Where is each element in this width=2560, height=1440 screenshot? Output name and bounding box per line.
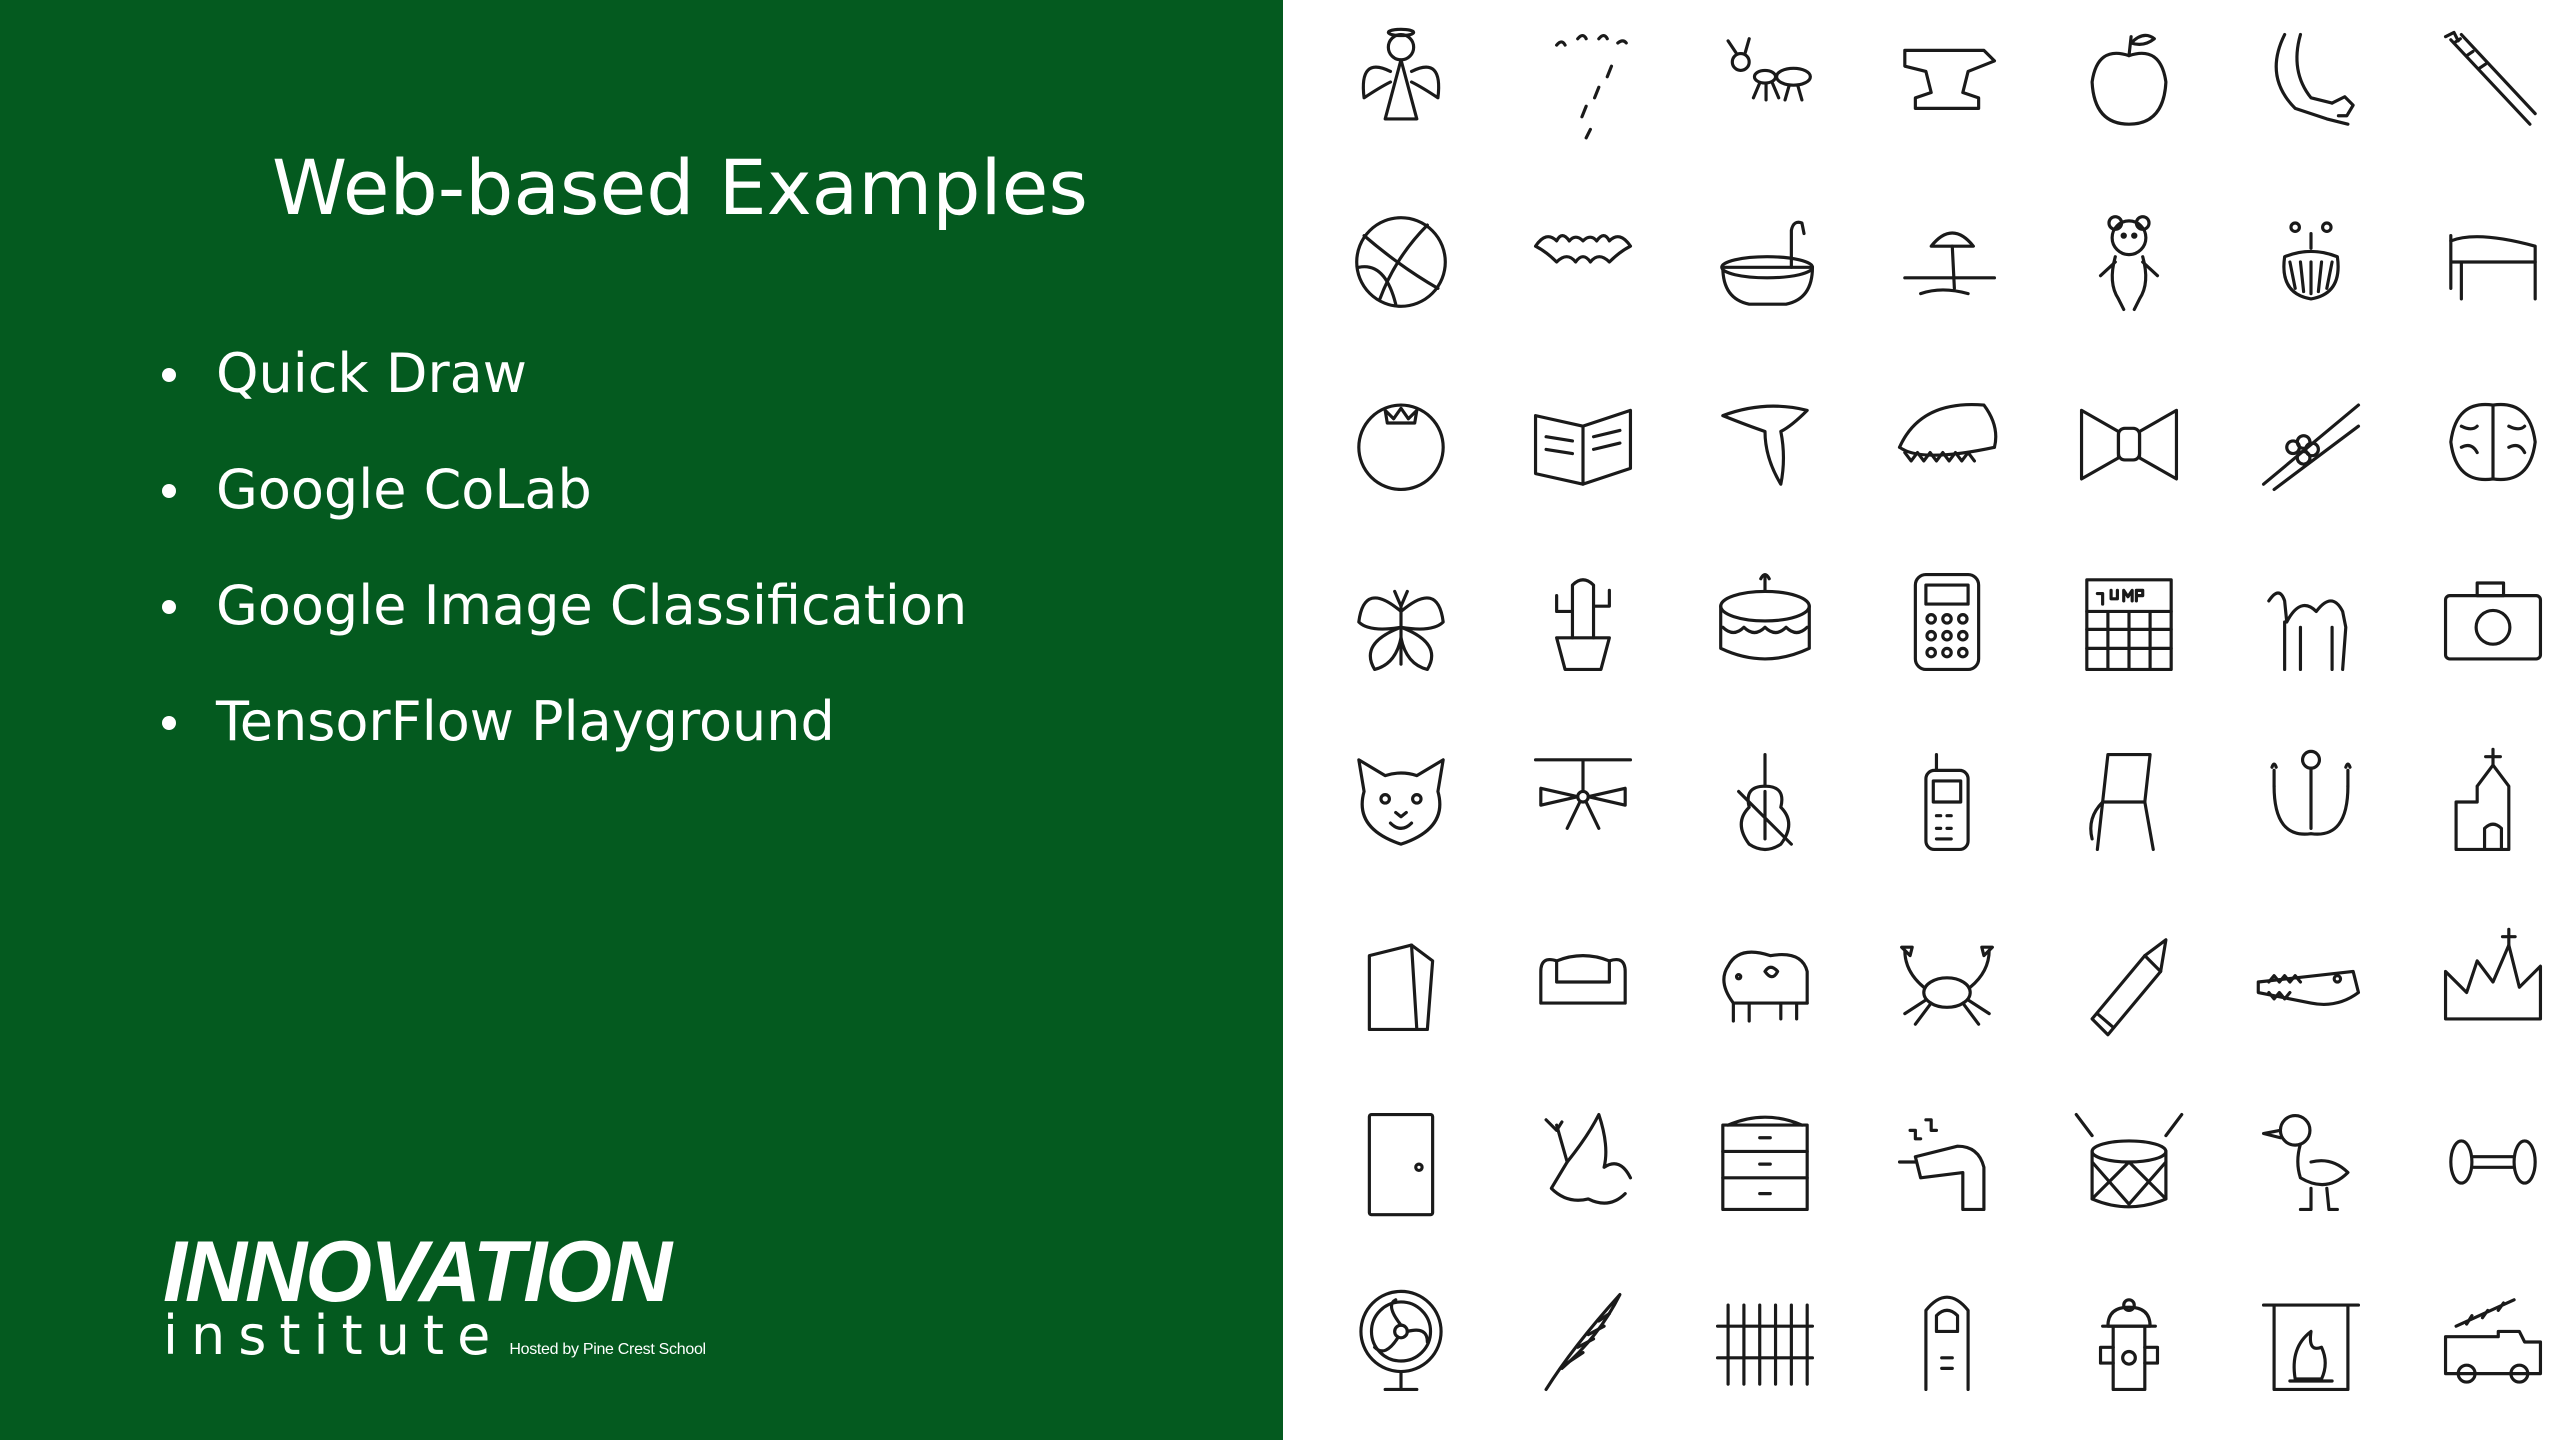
title-panel: Web-based Examples Quick Draw Google CoL… [0, 0, 1283, 1440]
fire-hydrant-icon [2071, 1284, 2187, 1400]
apple-icon [2071, 24, 2187, 140]
finger-icon [1889, 1284, 2005, 1400]
fence-icon [1707, 1284, 1823, 1400]
bullet-dot-icon [162, 484, 176, 498]
rain-icon [1525, 24, 1641, 140]
bullet-item: TensorFlow Playground [160, 680, 967, 796]
crown-icon [2435, 924, 2551, 1040]
cell-phone-icon [1889, 744, 2005, 860]
bullet-text: TensorFlow Playground [216, 690, 835, 753]
door-icon [1343, 1104, 1459, 1220]
crayon-icon [2071, 924, 2187, 1040]
asparagus-icon [2435, 24, 2551, 140]
logo-subline: institute Hosted by Pine Crest School [163, 1306, 706, 1366]
cactus-icon [1525, 564, 1641, 680]
feather-icon [1525, 1284, 1641, 1400]
dragon-icon [1525, 1104, 1641, 1220]
drum-icon [2071, 1104, 2187, 1220]
innovation-institute-logo: INNOVATION institute Hosted by Pine Cres… [163, 1224, 706, 1366]
camera-icon [2435, 564, 2551, 680]
butterfly-icon [1343, 564, 1459, 680]
bullet-dot-icon [162, 368, 176, 382]
bullet-dot-icon [162, 716, 176, 730]
brain-icon [2435, 384, 2551, 500]
church-icon [2435, 744, 2551, 860]
crab-icon [1889, 924, 2005, 1040]
beard-icon [2253, 204, 2369, 320]
bread-icon [1889, 384, 2005, 500]
bullet-item: Google Image Classification [160, 564, 967, 680]
anvil-icon [1889, 24, 2005, 140]
bracelet-icon [2253, 384, 2369, 500]
ceiling-fan-icon [1525, 744, 1641, 860]
drill-icon [1889, 1104, 2005, 1220]
cat-icon [1343, 744, 1459, 860]
bed-icon [2435, 204, 2551, 320]
bear-icon [2071, 204, 2187, 320]
dresser-icon [1707, 1104, 1823, 1220]
doodle-grid [1283, 0, 2560, 1440]
calculator-icon [1889, 564, 2005, 680]
bullet-text: Google CoLab [216, 458, 592, 521]
tomato-icon [1343, 384, 1459, 500]
fireplace-icon [2253, 1284, 2369, 1400]
basketball-icon [1343, 204, 1459, 320]
ant-icon [1707, 24, 1823, 140]
bullet-text: Quick Draw [216, 342, 527, 405]
fan-icon [1343, 1284, 1459, 1400]
dumbbell-icon [2435, 1104, 2551, 1220]
firetruck-icon [2435, 1284, 2551, 1400]
calendar-icon [2071, 564, 2187, 680]
bullet-item: Google CoLab [160, 448, 967, 564]
bowtie-icon [2071, 384, 2187, 500]
bullet-text: Google Image Classification [216, 574, 968, 637]
beach-icon [1889, 204, 2005, 320]
couch-icon [1525, 924, 1641, 1040]
bat-icon [1525, 204, 1641, 320]
cake-icon [1707, 564, 1823, 680]
angel-icon [1343, 24, 1459, 140]
paper-bag-icon [1343, 924, 1459, 1040]
camel-icon [2253, 564, 2369, 680]
crocodile-icon [2253, 924, 2369, 1040]
bullet-item: Quick Draw [160, 332, 967, 448]
boomerang-icon [1707, 384, 1823, 500]
logo-hosted-by: Hosted by Pine Crest School [509, 1341, 706, 1358]
chandelier-icon [2253, 744, 2369, 860]
book-icon [1525, 384, 1641, 500]
chair-icon [2071, 744, 2187, 860]
cow-icon [1707, 924, 1823, 1040]
logo-subtitle: institute [163, 1304, 504, 1367]
bullet-dot-icon [162, 600, 176, 614]
arm-icon [2253, 24, 2369, 140]
bullet-list: Quick Draw Google CoLab Google Image Cla… [160, 332, 967, 796]
bathtub-icon [1707, 204, 1823, 320]
cello-icon [1707, 744, 1823, 860]
duck-icon [2253, 1104, 2369, 1220]
slide-title: Web-based Examples [272, 143, 1088, 232]
logo-wordmark: INNOVATION [163, 1224, 672, 1320]
